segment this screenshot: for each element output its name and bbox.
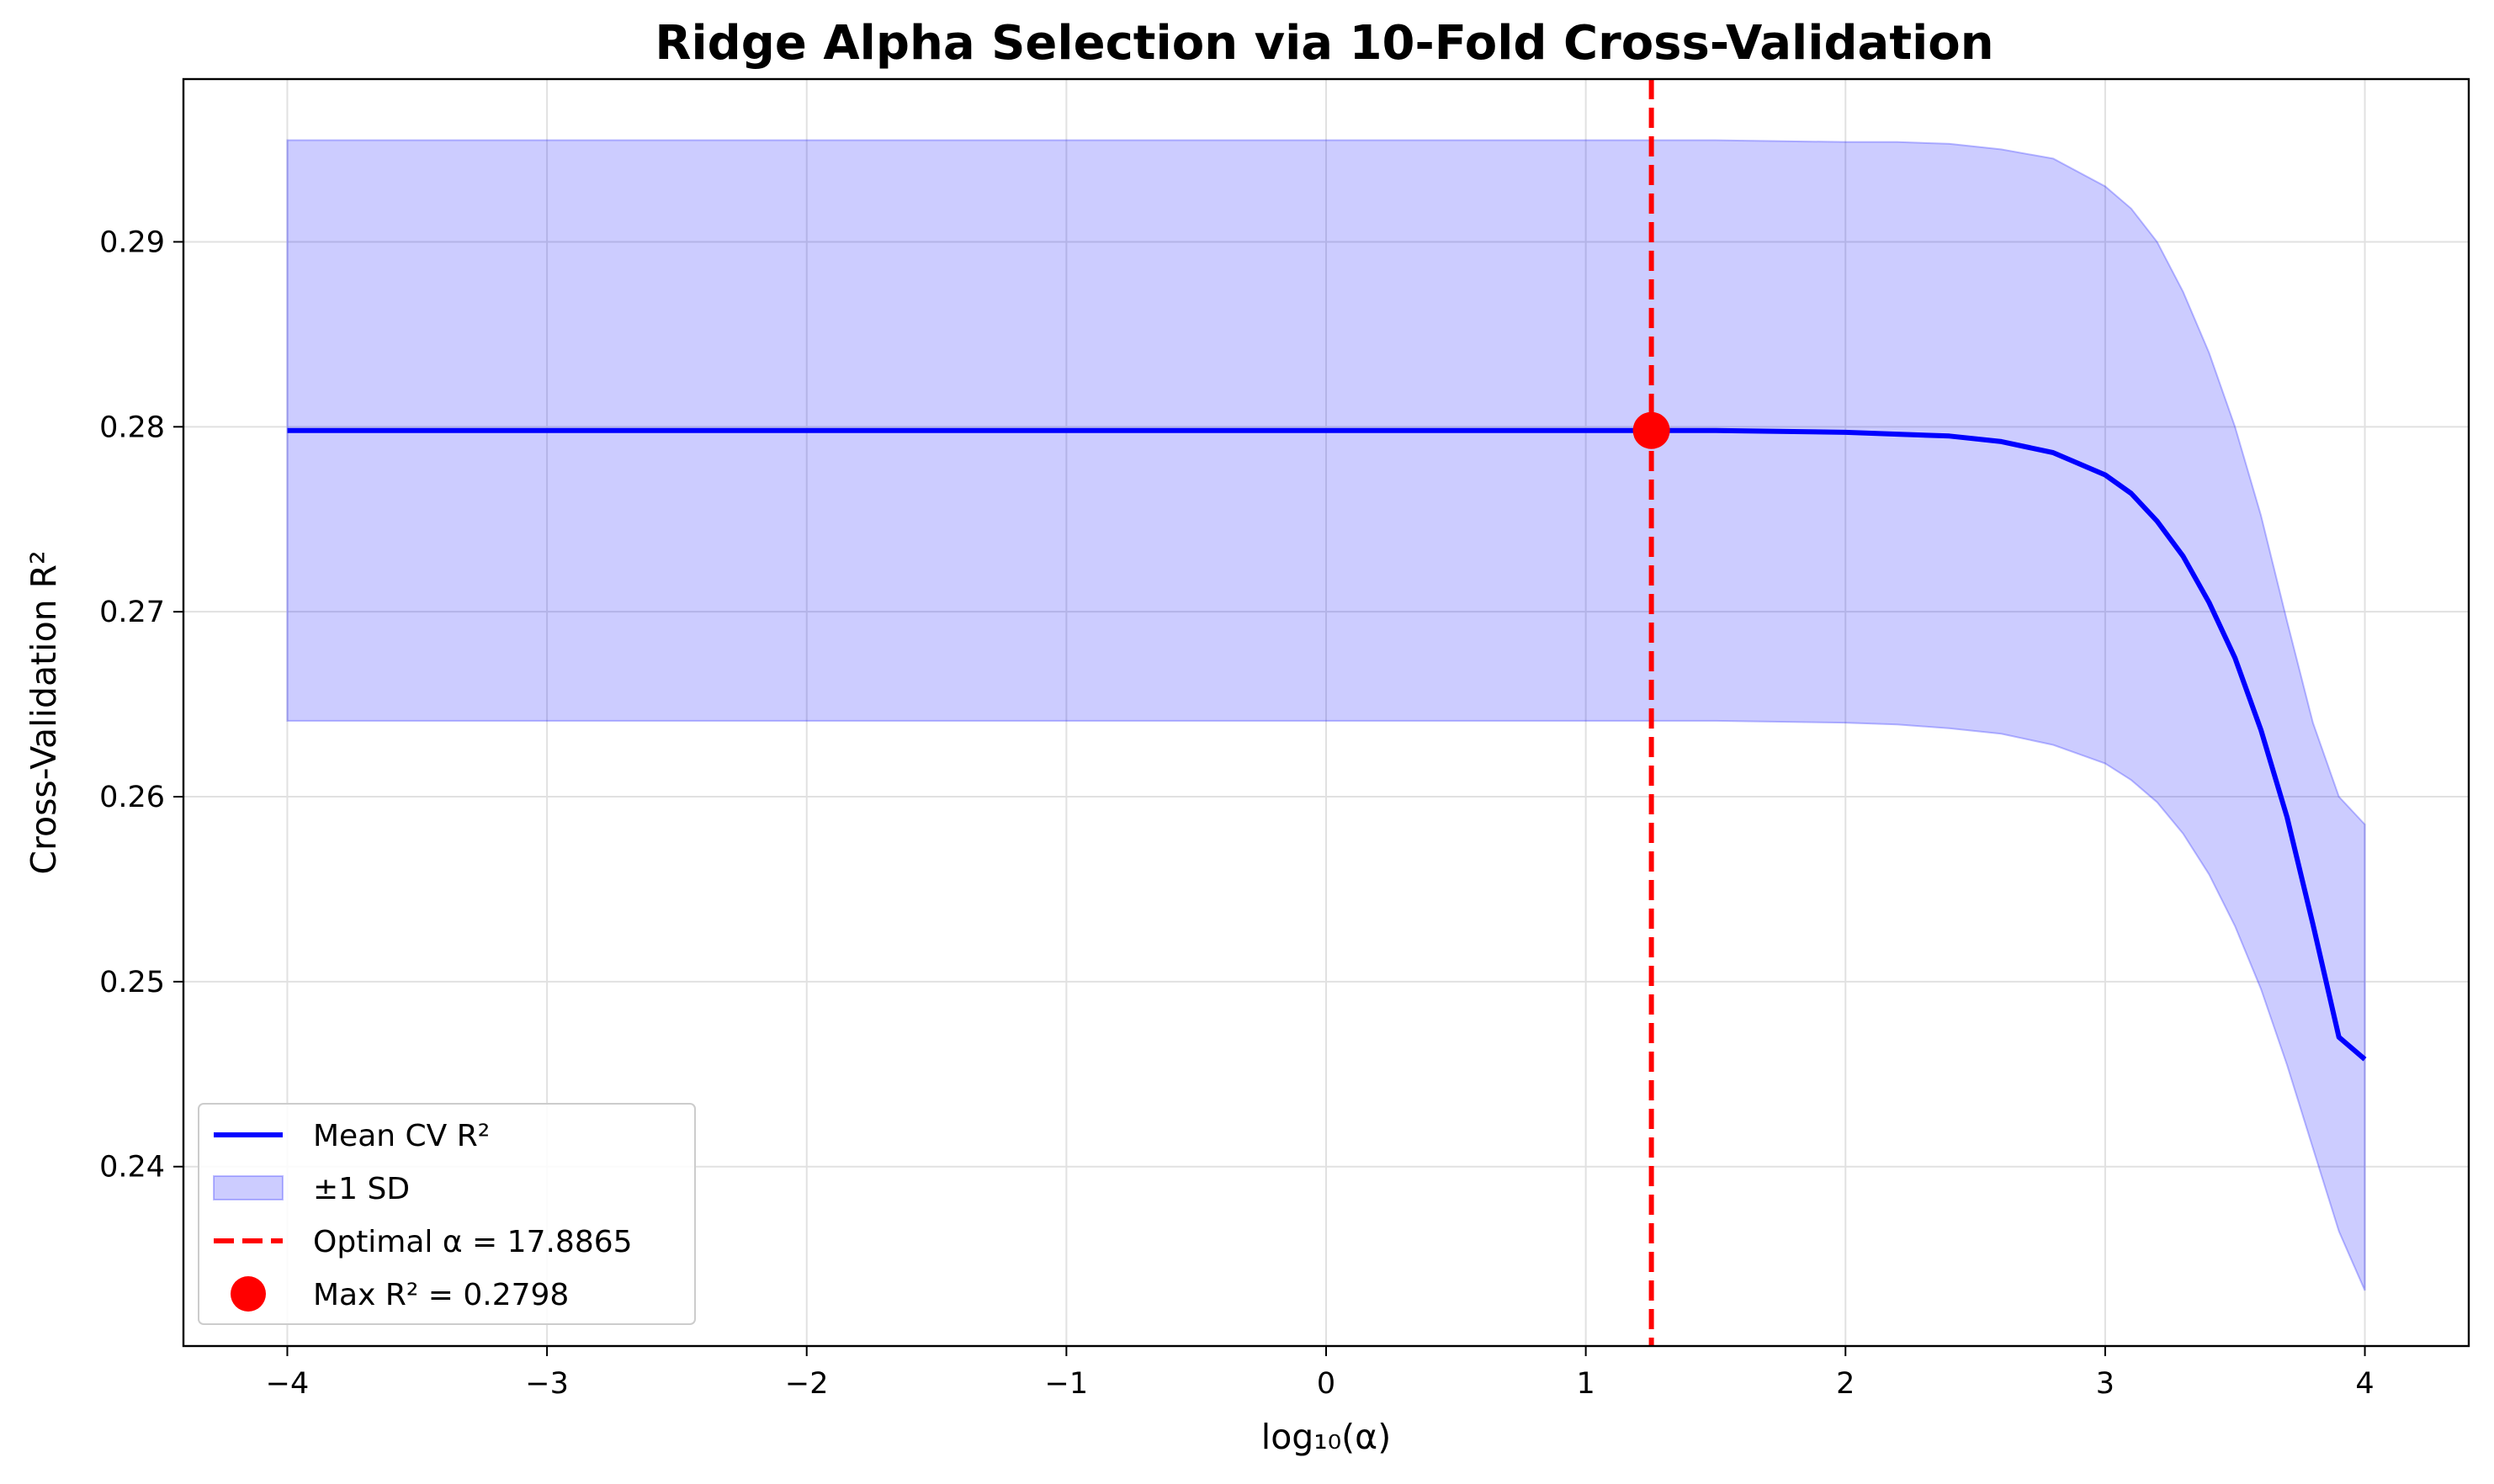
x-tick-label: −3	[525, 1367, 569, 1401]
x-tick-label: −4	[266, 1367, 310, 1401]
y-tick-label: 0.28	[99, 411, 165, 444]
x-tick-label: −1	[1045, 1367, 1089, 1401]
y-tick-label: 0.29	[99, 225, 165, 259]
legend-label: Mean CV R²	[313, 1119, 490, 1153]
x-tick-label: 2	[1836, 1367, 1855, 1401]
chart-title: Ridge Alpha Selection via 10-Fold Cross-…	[655, 16, 1993, 71]
x-tick-label: 1	[1576, 1367, 1595, 1401]
legend-handle-sd-band	[213, 1175, 284, 1200]
y-axis-label: Cross-Validation R²	[24, 550, 64, 874]
x-tick-label: 0	[1317, 1367, 1335, 1401]
x-tick-label: 3	[2096, 1367, 2115, 1401]
max-r2-point	[1632, 411, 1670, 449]
legend-label: Optimal α = 17.8865	[313, 1225, 633, 1259]
x-axis-label: log₁₀(α)	[1261, 1417, 1391, 1457]
grid	[183, 79, 2469, 1346]
y-tick-label: 0.27	[99, 596, 165, 629]
legend-label: ±1 SD	[313, 1172, 410, 1206]
legend-handle-max-point	[231, 1276, 266, 1312]
mean-cv-line	[287, 427, 2367, 1062]
x-tick-label: −2	[785, 1367, 829, 1401]
y-axis-ticks: 0.24 0.25 0.26 0.27 0.28 0.29	[99, 225, 183, 1185]
legend: Mean CV R² ±1 SD Optimal α = 17.8865 Max R²…	[198, 1103, 696, 1325]
sd-band	[286, 139, 2366, 1291]
x-axis-ticks: −4 −3 −2 −1 0 1 2 3 4	[266, 1346, 2375, 1401]
x-tick-label: 4	[2355, 1367, 2374, 1401]
y-tick-label: 0.25	[99, 966, 165, 999]
y-tick-label: 0.26	[99, 781, 165, 814]
mean-line-layer	[287, 427, 2367, 1062]
legend-box	[198, 1103, 696, 1325]
legend-label: Max R² = 0.2798	[313, 1278, 569, 1312]
y-tick-label: 0.24	[99, 1151, 165, 1185]
optimum-marker-layer	[1632, 79, 1670, 1346]
sd-band-layer	[286, 139, 2366, 1291]
